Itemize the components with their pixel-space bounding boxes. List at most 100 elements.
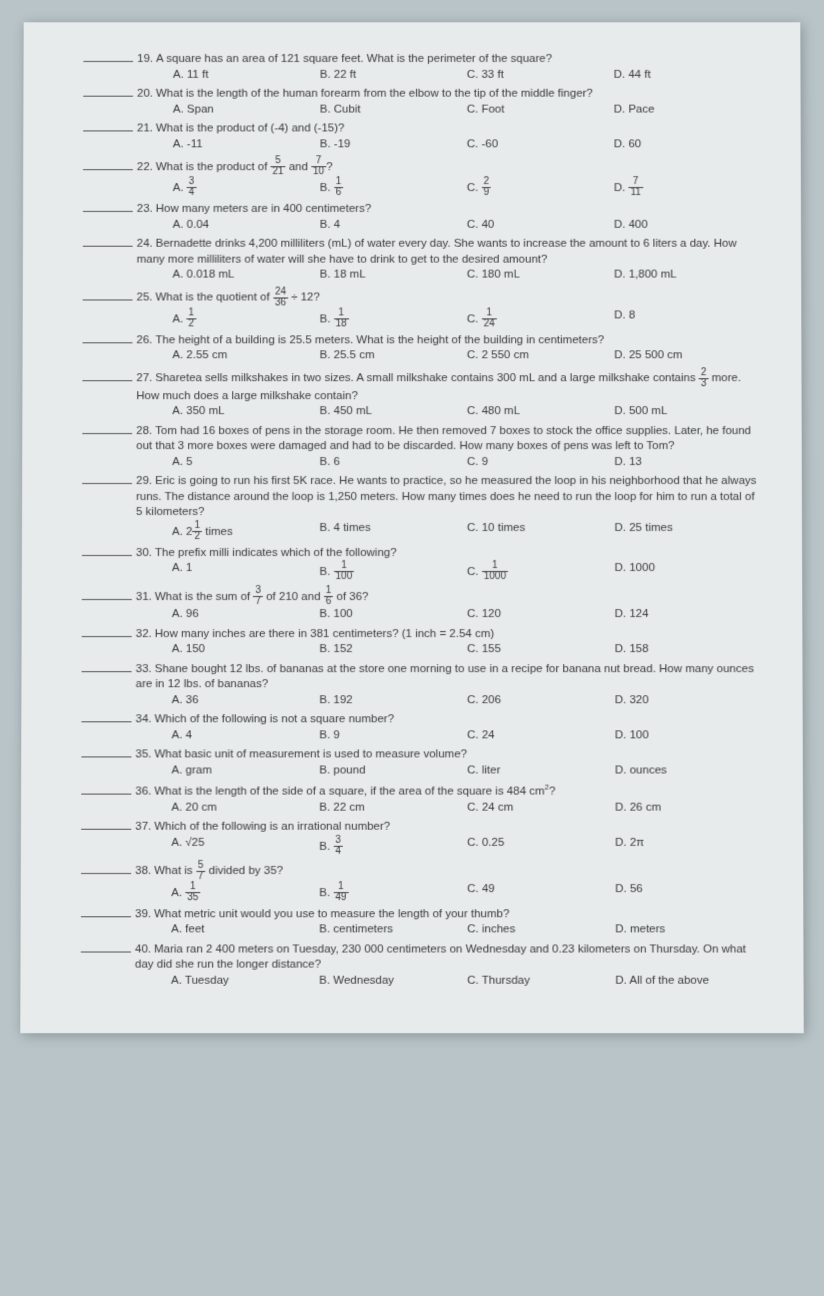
option: B. 22 ft — [320, 67, 467, 82]
question-row: 31.What is the sum of 37 of 210 and 16 o… — [82, 586, 762, 607]
question-row: 25.What is the quotient of 2436 ÷ 12? — [83, 287, 762, 308]
question-text: 24.Bernadette drinks 4,200 milliliters (… — [137, 237, 762, 268]
option: B. 25.5 cm — [320, 348, 467, 363]
question: 23.How many meters are in 400 centimeter… — [83, 202, 761, 233]
question: 39.What metric unit would you use to mea… — [81, 907, 763, 938]
options-row: A. 135B. 149C. 49D. 56 — [81, 882, 763, 903]
option: D. 500 mL — [614, 404, 761, 419]
option: B. 9 — [319, 728, 467, 744]
question-number: 39. — [135, 908, 151, 920]
option: D. 711 — [614, 177, 761, 198]
option: B. pound — [319, 763, 467, 779]
answer-blank[interactable] — [82, 636, 132, 637]
answer-blank[interactable] — [81, 829, 131, 830]
question-text: 31.What is the sum of 37 of 210 and 16 o… — [136, 586, 762, 607]
question-row: 34.Which of the following is not a squar… — [81, 713, 762, 729]
question: 20.What is the length of the human forea… — [83, 87, 761, 118]
question-body: What metric unit would you use to measur… — [154, 908, 509, 920]
option: C. 11000 — [467, 561, 615, 582]
question: 19.A square has an area of 121 square fe… — [83, 52, 760, 83]
option: A. 350 mL — [172, 404, 319, 419]
option: C. Foot — [467, 102, 614, 117]
answer-blank[interactable] — [81, 873, 131, 874]
answer-blank[interactable] — [82, 483, 132, 484]
answer-blank[interactable] — [81, 722, 131, 723]
question-text: 37.Which of the following is an irration… — [135, 820, 763, 836]
answer-blank[interactable] — [82, 433, 132, 434]
answer-blank[interactable] — [83, 342, 133, 343]
options-row: A. 4B. 9C. 24D. 100 — [81, 728, 762, 744]
option: B. 192 — [319, 693, 467, 709]
question-number: 21. — [137, 123, 153, 135]
answer-blank[interactable] — [81, 916, 131, 917]
question-text: 33.Shane bought 12 lbs. of bananas at th… — [136, 662, 763, 693]
option: D. 8 — [614, 308, 761, 329]
question-number: 27. — [136, 372, 152, 384]
question: 25.What is the quotient of 2436 ÷ 12?A. … — [83, 287, 762, 329]
option: A. 212 times — [172, 521, 320, 542]
question-row: 19.A square has an area of 121 square fe… — [83, 52, 760, 67]
option: B. Cubit — [320, 102, 467, 117]
option: A. 36 — [172, 693, 320, 709]
answer-blank[interactable] — [83, 61, 133, 62]
option: A. 11 ft — [173, 67, 320, 82]
option: C. 206 — [467, 693, 615, 709]
answer-blank[interactable] — [83, 211, 133, 212]
option: A. 0.04 — [173, 217, 320, 232]
option: A. feet — [171, 923, 319, 939]
option: C. 124 — [467, 308, 614, 329]
question-body: Sharetea sells milkshakes in two sizes. … — [136, 372, 741, 401]
answer-blank[interactable] — [83, 169, 133, 170]
answer-blank[interactable] — [82, 380, 132, 381]
answer-blank[interactable] — [82, 555, 132, 556]
answer-blank[interactable] — [82, 671, 132, 672]
option: B. 4 — [320, 217, 467, 232]
options-row: A. 96B. 100C. 120D. 124 — [82, 607, 763, 623]
answer-blank[interactable] — [83, 96, 133, 97]
answer-blank[interactable] — [81, 757, 131, 758]
options-row: A. 0.04B. 4C. 40D. 400 — [83, 217, 761, 232]
question-body: What is the product of 521 and 710? — [156, 161, 333, 173]
question-number: 34. — [136, 714, 152, 726]
answer-blank[interactable] — [82, 599, 132, 600]
answer-blank[interactable] — [81, 794, 131, 795]
question-text: 29.Eric is going to run his first 5K rac… — [136, 474, 762, 521]
option: B. 152 — [319, 642, 467, 658]
answer-blank[interactable] — [83, 246, 133, 247]
option: C. -60 — [467, 137, 614, 152]
question-body: What basic unit of measurement is used t… — [154, 749, 467, 761]
question-text: 30.The prefix milli indicates which of t… — [136, 546, 762, 562]
question-body: What is the length of the side of a squa… — [154, 786, 555, 798]
question-row: 27.Sharetea sells milkshakes in two size… — [82, 368, 761, 404]
question-body: The prefix milli indicates which of the … — [155, 547, 397, 559]
option: C. 33 ft — [467, 67, 614, 82]
question-row: 37.Which of the following is an irration… — [81, 820, 763, 836]
question: 28.Tom had 16 boxes of pens in the stora… — [82, 424, 762, 470]
answer-blank[interactable] — [81, 951, 131, 952]
answer-blank[interactable] — [83, 130, 133, 131]
question-body: How many meters are in 400 centimeters? — [156, 203, 371, 215]
question-number: 33. — [136, 663, 152, 675]
options-row: A. 12B. 118C. 124D. 8 — [83, 308, 762, 329]
option: A. 0.018 mL — [173, 268, 320, 283]
option: C. 29 — [467, 177, 614, 198]
options-row: A. SpanB. CubitC. FootD. Pace — [83, 102, 761, 117]
option: A. 5 — [172, 455, 319, 470]
options-row: A. feetB. centimetersC. inchesD. meters — [81, 923, 763, 939]
question-text: 19.A square has an area of 121 square fe… — [137, 52, 760, 67]
option: B. Wednesday — [319, 974, 467, 990]
question-number: 31. — [136, 591, 152, 603]
question: 22.What is the product of 521 and 710?A.… — [83, 156, 761, 198]
question-body: A square has an area of 121 square feet.… — [156, 53, 552, 65]
option: C. 9 — [467, 455, 614, 470]
option: C. 49 — [467, 882, 615, 903]
option: B. 100 — [319, 607, 467, 623]
answer-blank[interactable] — [83, 300, 133, 301]
option: A. 150 — [172, 642, 320, 658]
option: B. 118 — [320, 308, 467, 329]
option: A. 96 — [172, 607, 320, 623]
question-number: 24. — [137, 238, 153, 250]
option: D. 2π — [615, 836, 763, 857]
options-row: A. gramB. poundC. literD. ounces — [81, 763, 763, 779]
question-body: Eric is going to run his first 5K race. … — [136, 475, 756, 518]
